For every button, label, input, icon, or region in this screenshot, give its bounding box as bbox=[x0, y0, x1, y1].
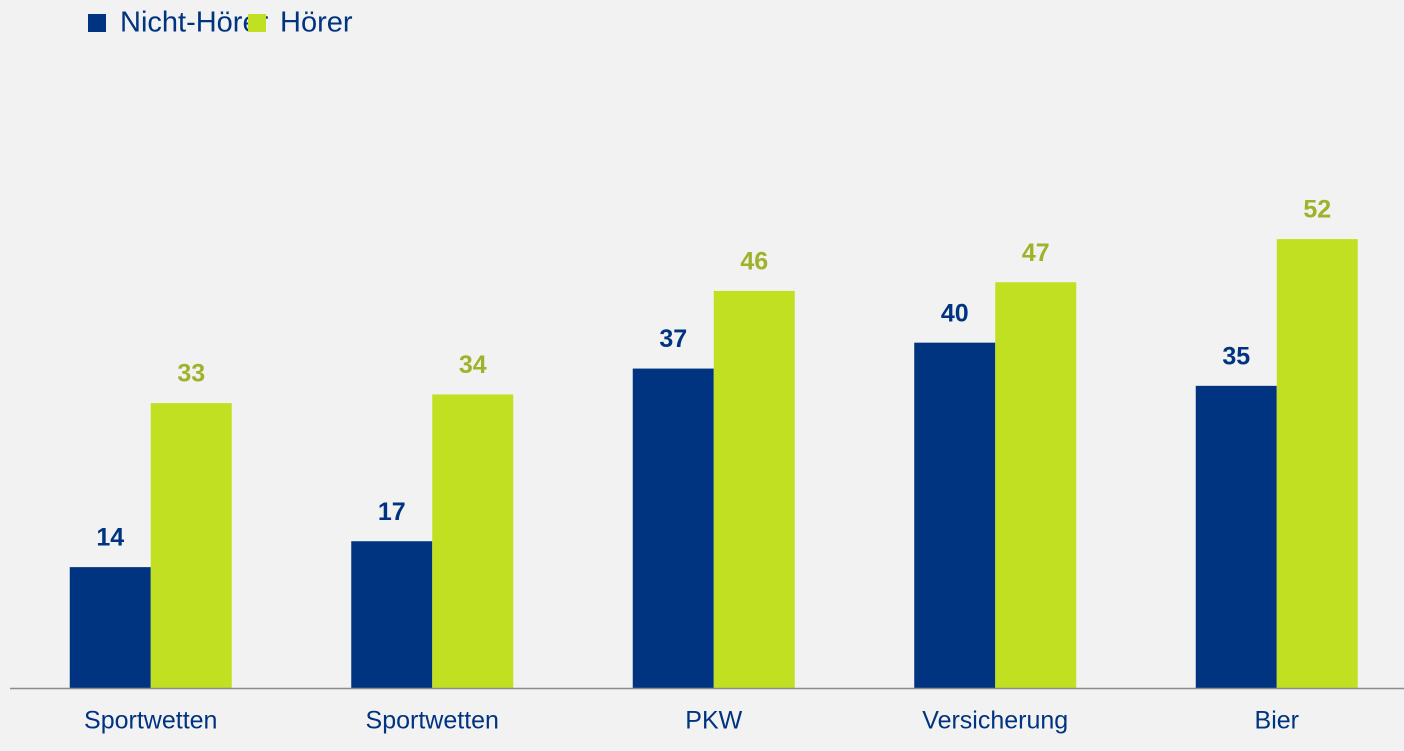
value-label: 34 bbox=[459, 351, 487, 379]
bar bbox=[69, 567, 151, 688]
value-label: 14 bbox=[96, 524, 124, 552]
value-label: 40 bbox=[941, 299, 969, 327]
legend-swatch bbox=[88, 14, 106, 32]
legend-swatch bbox=[248, 14, 266, 32]
value-label: 52 bbox=[1303, 196, 1331, 224]
x-tick-label: Sportwetten bbox=[366, 707, 499, 735]
bar bbox=[1195, 385, 1277, 688]
value-label: 33 bbox=[177, 360, 205, 388]
bar bbox=[914, 342, 996, 688]
legend-label: Nicht-Hörer bbox=[120, 7, 269, 39]
bar bbox=[995, 282, 1077, 688]
value-label: 35 bbox=[1222, 342, 1250, 370]
legend-label: Hörer bbox=[280, 7, 353, 39]
x-tick-label: Versicherung bbox=[922, 707, 1068, 735]
bar bbox=[713, 290, 795, 688]
bar bbox=[150, 403, 232, 688]
bar bbox=[1276, 239, 1358, 689]
bar bbox=[432, 394, 514, 688]
bar bbox=[351, 541, 433, 688]
x-tick-label: Sportwetten bbox=[84, 707, 217, 735]
value-label: 47 bbox=[1022, 239, 1050, 267]
bar bbox=[632, 368, 714, 688]
x-tick-label: Bier bbox=[1255, 707, 1299, 735]
value-label: 37 bbox=[659, 325, 687, 353]
x-tick-label: PKW bbox=[685, 707, 742, 735]
value-label: 17 bbox=[378, 498, 406, 526]
value-label: 46 bbox=[740, 247, 768, 275]
